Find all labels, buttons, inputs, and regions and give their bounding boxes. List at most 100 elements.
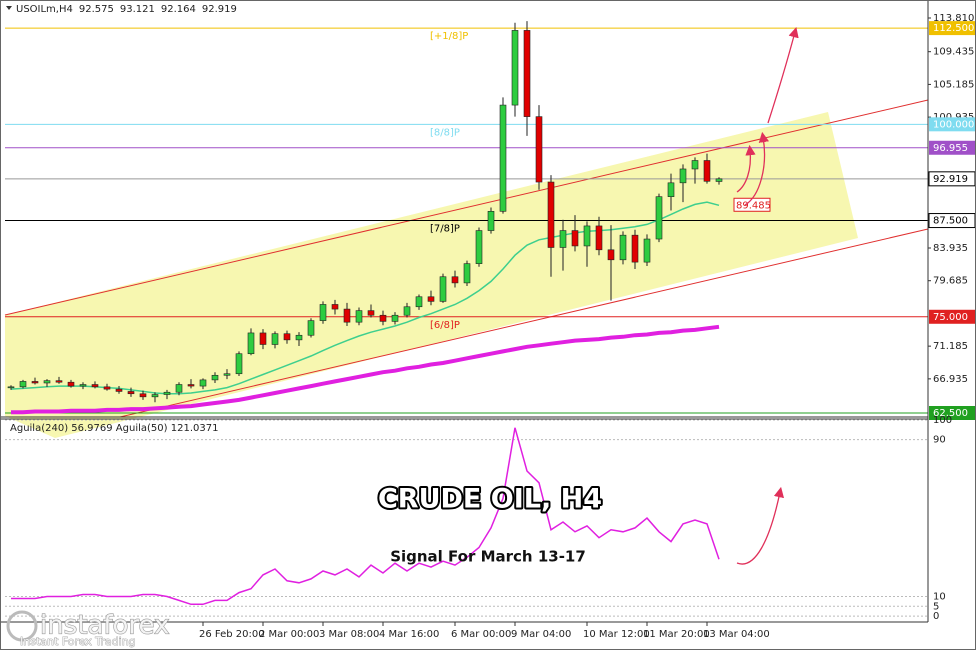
candle-body	[691, 160, 699, 170]
tagline: Instant Forex Trading	[20, 635, 136, 648]
candle-body	[571, 230, 579, 247]
candle-body	[199, 379, 207, 387]
y-tick-label: 100	[933, 415, 952, 426]
menu-icon	[6, 6, 12, 10]
candle-body	[103, 386, 111, 390]
ohlc-value: 92.164	[161, 4, 196, 15]
price-label-bg	[929, 405, 975, 420]
x-tick-label: 9 Mar 04:00	[511, 629, 571, 640]
candle-body	[715, 178, 723, 182]
x-tick-label: 26 Feb 20:00	[199, 629, 265, 640]
x-tick-label: 6 Mar 00:00	[451, 629, 511, 640]
candle-body	[439, 276, 447, 302]
candle-body	[91, 384, 99, 388]
candle-body	[619, 234, 627, 261]
watermark: instaforex Instant Forex Trading	[6, 610, 170, 648]
candle-body	[115, 388, 123, 392]
candle-body	[403, 306, 411, 316]
x-tick-label: 10 Mar 12:00	[583, 629, 650, 640]
moving-average	[11, 324, 720, 415]
arrow	[736, 144, 756, 193]
ma-label: 89.485	[736, 200, 771, 211]
channel-upper	[4, 99, 929, 316]
candle-body	[331, 304, 339, 310]
x-tick-label: 4 Mar 16:00	[379, 629, 439, 640]
y-tick-label: 10	[933, 592, 946, 603]
y-tick-label: 105.185	[933, 79, 974, 90]
y-tick-label: 113.810	[933, 13, 974, 24]
candle-body	[379, 314, 387, 322]
candle-body	[163, 391, 171, 395]
candle-body	[607, 249, 615, 261]
candle-body	[415, 296, 423, 308]
indicator-label: Aguila(240) 56.9769 Aguila(50) 121.0371	[10, 423, 218, 434]
symbol: USOILm,H4	[16, 4, 73, 15]
level-name: [7/8]P	[430, 224, 460, 235]
ohlc-value: 92.575	[79, 4, 114, 15]
candle-body	[307, 320, 315, 336]
candle-body	[295, 334, 303, 341]
indicator-line	[11, 427, 720, 606]
arrow	[736, 486, 785, 565]
candle-body	[499, 104, 507, 212]
price-label-bg	[929, 140, 975, 155]
candle-body	[31, 381, 39, 384]
candle-body	[319, 304, 327, 321]
price-label: 62.500	[933, 408, 968, 419]
channel-lower	[119, 228, 929, 418]
candle-body	[283, 333, 291, 341]
candle-body	[223, 373, 231, 376]
logo	[6, 610, 38, 642]
price-label-bg	[929, 309, 975, 324]
ohlc-value: 92.919	[202, 4, 237, 15]
candle-body	[631, 234, 639, 263]
candle-body	[511, 30, 519, 106]
brand: instaforex	[40, 611, 169, 641]
candle-body	[667, 182, 675, 197]
candle-body	[679, 168, 687, 184]
candle-body	[211, 374, 219, 381]
candle-body	[703, 160, 711, 182]
ohlc-value: 93.121	[120, 4, 155, 15]
header: USOILm,H4 92.575 93.121 92.164 92.919	[16, 4, 237, 15]
chart-title: CRUDE OIL, H4	[378, 484, 602, 515]
candle-body	[583, 225, 591, 247]
y-tick-label: 109.435	[933, 47, 974, 58]
candle-body	[355, 310, 363, 323]
price-label: 87.500	[933, 216, 968, 227]
y-tick-label: 71.185	[933, 341, 968, 352]
y-tick-label: 90	[933, 435, 946, 446]
candle-body	[187, 384, 195, 387]
candle-body	[127, 391, 135, 395]
x-tick-label: 11 Mar 20:00	[643, 629, 710, 640]
plot: 113.810109.435105.185100.93583.93579.685…	[5, 4, 976, 640]
channel-area	[5, 112, 858, 438]
y-tick-label: 79.685	[933, 276, 968, 287]
price-label: 92.919	[933, 174, 968, 185]
arrow	[767, 26, 799, 124]
price-label-bg	[929, 21, 975, 36]
x-tick-label: 3 Mar 08:00	[319, 629, 379, 640]
candle-body	[547, 181, 555, 248]
x-tick-label: 13 Mar 04:00	[703, 629, 770, 640]
candle-body	[535, 116, 543, 183]
candle-body	[79, 384, 87, 387]
price-label: 96.955	[933, 143, 968, 154]
price-label: 75.000	[933, 312, 968, 323]
chart-subtitle: Signal For March 13-17	[390, 548, 586, 566]
candle-body	[427, 296, 435, 302]
candle-body	[643, 238, 651, 263]
candle-body	[523, 30, 531, 117]
y-tick-label: 5	[933, 601, 939, 612]
candle-body	[235, 353, 243, 375]
level-name: [6/8]P	[430, 320, 460, 331]
candle-body	[343, 308, 351, 323]
price-label-bg	[929, 117, 975, 132]
candle-body	[391, 314, 399, 322]
candle-body	[367, 310, 375, 316]
y-tick-label: 66.935	[933, 374, 968, 385]
candle-body	[475, 230, 483, 264]
level-name: [8/8]P	[430, 127, 460, 138]
candle-body	[55, 380, 63, 383]
